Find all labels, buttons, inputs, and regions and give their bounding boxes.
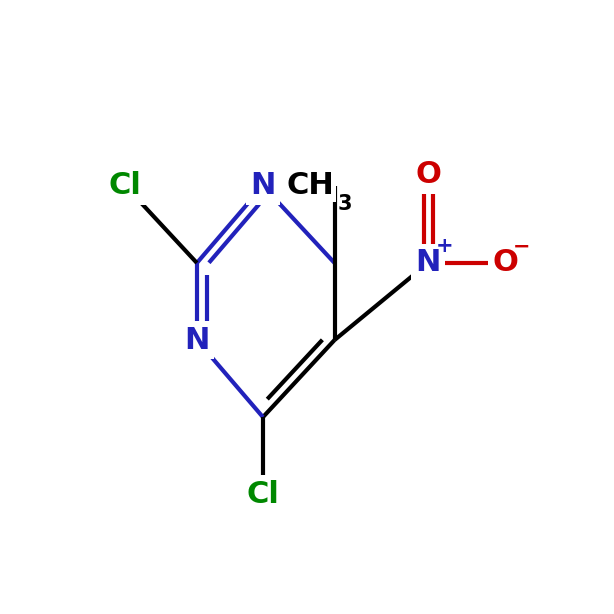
Text: Cl: Cl	[246, 480, 279, 509]
Text: +: +	[436, 236, 454, 257]
Text: O: O	[415, 160, 441, 189]
Text: N: N	[416, 249, 441, 278]
Text: O: O	[492, 249, 518, 278]
Text: Cl: Cl	[109, 171, 142, 200]
Text: −: −	[513, 236, 530, 257]
Text: CH: CH	[287, 171, 335, 200]
Text: N: N	[251, 171, 276, 200]
Text: 3: 3	[337, 194, 352, 214]
Text: N: N	[184, 325, 209, 354]
